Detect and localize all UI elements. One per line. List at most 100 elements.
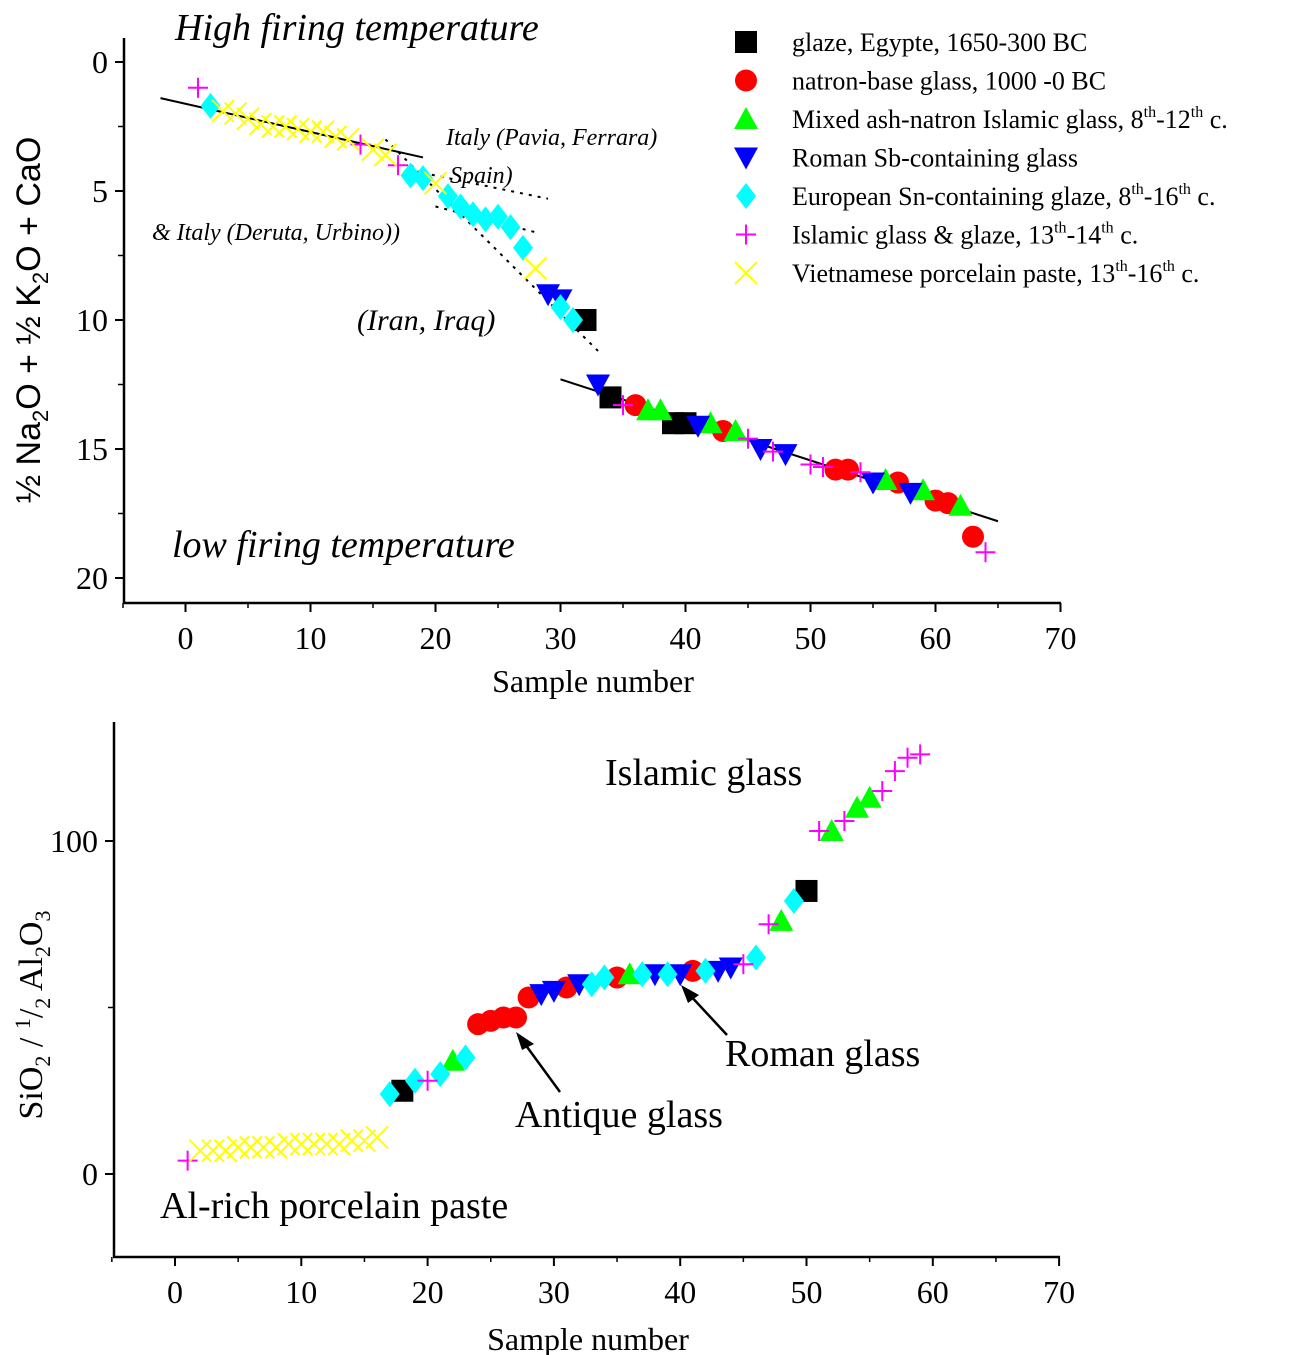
arrow-roman-glass bbox=[681, 985, 728, 1036]
annotation-roman-glass: Roman glass bbox=[725, 1033, 920, 1075]
point-mixed bbox=[911, 478, 935, 501]
annotation-antique-glass: Antique glass bbox=[515, 1094, 723, 1136]
annotation-italy-pavia: Italy (Pavia, Ferrara) bbox=[445, 125, 657, 151]
annotation-high-firing: High firing temperature bbox=[174, 7, 539, 49]
x-tick-label: 40 bbox=[670, 620, 702, 656]
point-sn bbox=[500, 214, 521, 241]
point-islamic bbox=[758, 914, 779, 935]
point-natron bbox=[505, 1006, 528, 1029]
arrow-antique-glass bbox=[516, 1032, 562, 1093]
point-roman bbox=[686, 415, 710, 438]
point-viet bbox=[236, 107, 260, 131]
point-roman bbox=[586, 374, 610, 397]
point-sn bbox=[379, 1081, 400, 1108]
legend-marker-natron bbox=[735, 69, 757, 92]
annotation-spain: Spain) bbox=[450, 163, 513, 189]
x-tick-label: 60 bbox=[917, 1274, 949, 1310]
point-islamic bbox=[177, 1150, 198, 1171]
point-viet bbox=[523, 256, 548, 281]
point-roman bbox=[718, 957, 743, 980]
x-tick-label: 0 bbox=[178, 620, 194, 656]
point-islamic bbox=[813, 457, 833, 478]
point-viet bbox=[226, 1135, 250, 1160]
point-viet bbox=[188, 1138, 212, 1163]
legend-marker-islamic bbox=[736, 224, 756, 245]
point-viet bbox=[373, 143, 398, 167]
legend: glaze, Egypte, 1650-300 BC natron-base gl… bbox=[734, 28, 1228, 288]
point-mixed bbox=[769, 908, 794, 931]
point-mixed bbox=[648, 398, 673, 421]
point-viet bbox=[365, 1125, 389, 1150]
point-viet bbox=[201, 1138, 225, 1163]
point-glaze bbox=[795, 879, 818, 902]
annotation-al-rich-paste: Al-rich porcelain paste bbox=[160, 1185, 508, 1227]
point-natron bbox=[837, 458, 859, 481]
point-islamic bbox=[188, 77, 208, 98]
point-islamic bbox=[850, 462, 871, 483]
point-islamic bbox=[800, 454, 821, 475]
chart-top-axes: 0 10 20 30 40 50 60 70 0 5 10 15 20 bbox=[76, 38, 1077, 656]
legend-label-sn: European Sn-containing glaze, 8th-16th c… bbox=[792, 181, 1215, 211]
point-sn bbox=[594, 964, 615, 991]
annotation-islamic-glass: Islamic glass bbox=[605, 752, 802, 794]
point-sn bbox=[475, 206, 496, 233]
point-mixed bbox=[948, 493, 973, 516]
point-sn bbox=[550, 294, 571, 321]
point-sn bbox=[455, 1044, 476, 1071]
point-mixed bbox=[723, 418, 748, 441]
point-viet bbox=[340, 1128, 364, 1153]
x-tick-label: 0 bbox=[167, 1274, 183, 1310]
point-islamic bbox=[910, 744, 931, 765]
chart-top-calcium-alkali: 0 10 20 30 40 50 60 70 0 5 10 15 20 High firing temp… bbox=[10, 7, 1228, 699]
y-tick-label: 10 bbox=[76, 302, 108, 338]
x-tick-label: 50 bbox=[795, 620, 827, 656]
chart-top-ylabel: ½ Na2O + ½ K2O + CaO bbox=[10, 137, 53, 504]
y-tick-label: 0 bbox=[92, 44, 108, 80]
point-viet bbox=[251, 1135, 276, 1160]
x-tick-label: 60 bbox=[920, 620, 952, 656]
point-viet bbox=[276, 1132, 301, 1156]
y-tick-label: 0 bbox=[82, 1156, 98, 1192]
y-tick-label: 15 bbox=[76, 431, 108, 467]
annotation-low-firing: low firing temperature bbox=[172, 524, 515, 566]
point-roman bbox=[861, 472, 885, 495]
point-viet bbox=[336, 127, 360, 152]
legend-label-viet: Vietnamese porcelain paste, 13th-16th c. bbox=[792, 258, 1199, 288]
point-natron bbox=[962, 525, 984, 548]
point-sn bbox=[657, 961, 678, 988]
point-roman bbox=[748, 439, 773, 461]
x-tick-label: 70 bbox=[1043, 1274, 1075, 1310]
point-islamic bbox=[417, 1070, 438, 1091]
point-viet bbox=[239, 1135, 263, 1160]
point-sn bbox=[404, 1067, 425, 1094]
point-sn bbox=[400, 162, 421, 189]
point-islamic bbox=[834, 811, 855, 832]
point-viet bbox=[261, 114, 285, 139]
point-viet bbox=[314, 1132, 339, 1156]
point-roman bbox=[898, 482, 923, 505]
point-viet bbox=[223, 101, 248, 126]
x-tick-label: 40 bbox=[664, 1274, 696, 1310]
point-mixed bbox=[845, 795, 870, 818]
point-islamic bbox=[872, 781, 893, 802]
point-mixed bbox=[698, 411, 723, 434]
point-islamic bbox=[884, 761, 905, 782]
chart-bottom-axes: 0 10 20 30 40 50 60 70 0 100 bbox=[50, 722, 1075, 1310]
point-islamic bbox=[809, 821, 830, 842]
annotation-italy-deruta: & Italy (Deruta, Urbino)) bbox=[152, 220, 400, 246]
legend-label-glaze: glaze, Egypte, 1650-300 BC bbox=[792, 28, 1087, 57]
y-tick-label: 100 bbox=[50, 823, 98, 859]
x-tick-label: 50 bbox=[791, 1274, 823, 1310]
x-tick-label: 70 bbox=[1045, 620, 1077, 656]
point-sn bbox=[488, 203, 508, 230]
point-roman bbox=[668, 964, 693, 987]
x-tick-label: 10 bbox=[295, 620, 327, 656]
point-sn bbox=[695, 957, 716, 984]
legend-label-roman: Roman Sb-containing glass bbox=[792, 144, 1078, 173]
y-tick-label: 20 bbox=[76, 560, 108, 596]
point-islamic bbox=[388, 155, 408, 176]
legend-label-islamic: Islamic glass & glaze, 13th-14th c. bbox=[792, 220, 1138, 250]
point-viet bbox=[361, 138, 385, 162]
point-glaze bbox=[599, 386, 622, 409]
